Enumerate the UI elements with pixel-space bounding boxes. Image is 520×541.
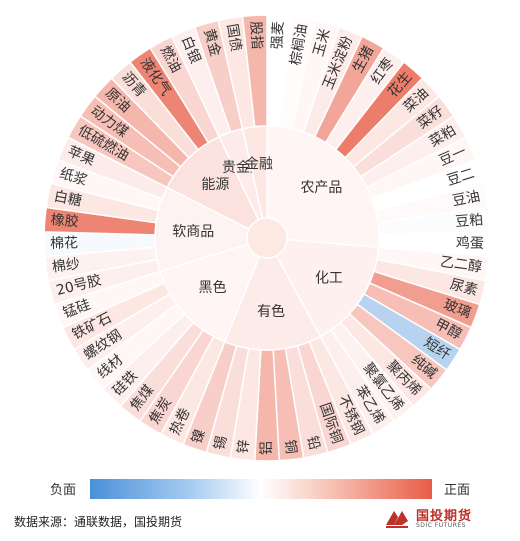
leaf-label-2: 玉米 (311, 27, 334, 58)
color-legend: 负面 正面 (40, 476, 480, 502)
group-label-3: 黑色 (199, 279, 227, 296)
legend-negative-label: 负面 (50, 483, 77, 498)
logo-subtitle: SDIC FUTURES (416, 522, 466, 529)
leaf-label-42: 棉花 (50, 234, 78, 252)
company-logo: 国投期货 SDIC FUTURES (384, 505, 504, 535)
legend-gradient-bar (90, 479, 432, 499)
leaf-label-41: 棉纱 (51, 255, 81, 276)
leaf-label-55: 国债 (223, 23, 243, 53)
leaf-label-44: 白糖 (52, 189, 83, 210)
leaf-label-56: 股指 (247, 21, 265, 50)
leaf-label-29: 锌 (235, 439, 252, 455)
leaf-label-54: 黄金 (200, 27, 224, 59)
leaf-label-16: 尿素 (448, 277, 479, 299)
leaf-label-11: 豆二 (445, 166, 476, 190)
leaf-label-28: 铝 (259, 441, 275, 455)
leaf-segment-56 (241, 14, 268, 128)
leaf-label-0: 强麦 (269, 21, 287, 50)
leaf-label-45: 纸浆 (58, 166, 89, 190)
leaf-label-27: 铜 (281, 439, 298, 455)
group-label-7: 金融 (245, 156, 273, 172)
leaf-label-26: 铅 (304, 434, 323, 451)
logo-name: 国投期货 (416, 509, 473, 524)
center-circle (246, 217, 288, 259)
group-label-5: 能源 (201, 177, 229, 193)
leaf-label-30: 锡 (212, 434, 231, 451)
group-label-2: 有色 (257, 303, 285, 320)
source-note: 数据来源：通联数据，国投期货 (14, 515, 183, 529)
leaf-label-43: 橡胶 (50, 211, 79, 230)
leaf-label-13: 豆粕 (455, 212, 484, 230)
group-label-4: 软商品 (172, 224, 214, 240)
legend-positive-label: 正面 (443, 483, 470, 498)
logo-mark-icon (386, 511, 408, 528)
leaf-label-14: 鸡蛋 (456, 234, 484, 252)
leaf-label-31: 镍 (189, 427, 209, 445)
group-label-0: 农产品 (300, 180, 342, 196)
leaf-label-12: 豆油 (451, 189, 482, 210)
leaf-label-15: 乙二醇 (439, 253, 483, 276)
group-label-1: 化工 (315, 270, 343, 286)
leaf-label-1: 棕榈油 (288, 23, 311, 67)
